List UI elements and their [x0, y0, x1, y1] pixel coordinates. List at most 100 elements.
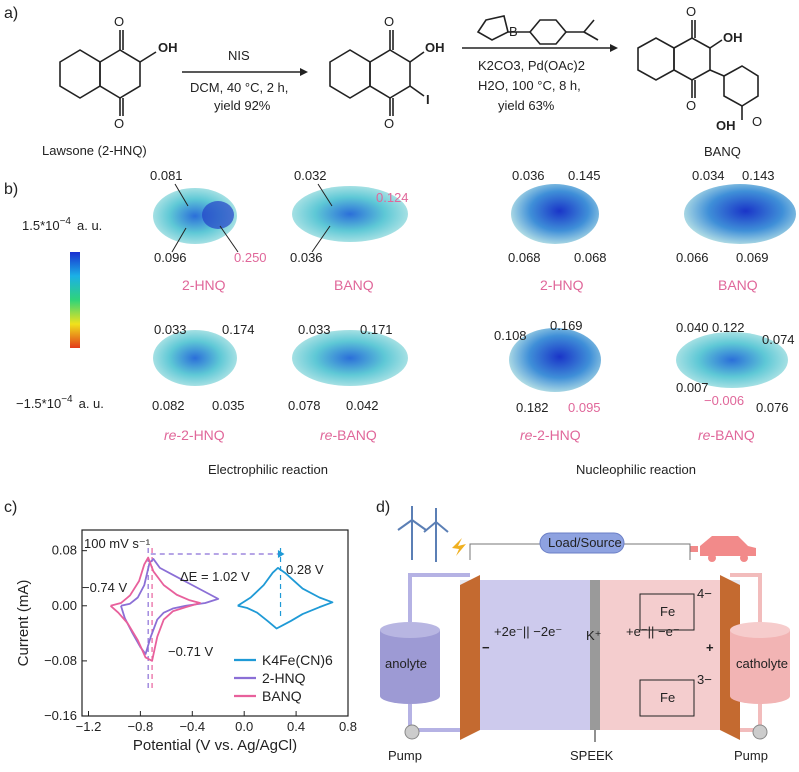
catholyte-pipe-top: [730, 573, 762, 622]
esp-map-banq-nucleophilic: 0.034 0.143 0.066 0.069 BANQ: [676, 168, 796, 293]
panel-d-letter: d): [376, 499, 390, 516]
ferrocyanide-complex: Fe 4−: [639, 586, 712, 631]
panel-a: a) O O OH Lawsone (2-HNQ) NIS DCM, 40 °C…: [4, 4, 762, 159]
peak-annotation-left: −0.74 V: [82, 580, 128, 595]
panel-c: c) −1.2 −0.8 −0.4 0.0 0.4 0.8 −0.16 −0.08 0.00 0.…: [4, 499, 357, 754]
anode-plate: [460, 575, 480, 740]
esp-value: 0.171: [360, 322, 393, 337]
series-line: [109, 556, 201, 662]
anolyte-tank: [380, 622, 440, 704]
esp-map-2hnq-nucleophilic: 0.036 0.145 0.068 0.068 2-HNQ: [508, 168, 607, 293]
esp-map-label: re-2-HNQ: [164, 427, 225, 443]
esp-value: 0.250: [234, 250, 267, 265]
step1-conditions: DCM, 40 °C, 2 h,: [190, 80, 288, 95]
step1-reagent: NIS: [228, 48, 250, 63]
legend-label: 2-HNQ: [262, 670, 306, 686]
color-scale: 1.5*10−4 a. u. −1.5*10−4 a. u.: [16, 216, 104, 411]
scan-rate-label: 100 mV s⁻¹: [84, 536, 151, 551]
esp-map-banq-electrophilic: 0.032 0.124 0.036 BANQ: [290, 168, 409, 293]
pump-icon: [752, 724, 768, 740]
electrophilic-caption: Electrophilic reaction: [208, 462, 328, 477]
esp-value: 0.032: [294, 168, 327, 183]
load-source-label: Load/Source: [548, 535, 622, 550]
x-tick-label: −0.4: [179, 719, 205, 734]
y-tick-label: −0.16: [44, 708, 77, 723]
esp-value: 0.182: [516, 400, 549, 415]
esp-value: 0.145: [568, 168, 601, 183]
atom-o: O: [384, 14, 394, 29]
lightning-icon: [452, 538, 466, 556]
nucleophilic-caption: Nucleophilic reaction: [576, 462, 696, 477]
esp-value: 0.040: [676, 320, 709, 335]
y-axis-label: Current (mA): [15, 580, 32, 667]
atom-b: B: [509, 24, 518, 39]
atom-oh: OH: [425, 40, 445, 55]
esp-value: 0.081: [150, 168, 183, 183]
esp-value: 0.169: [550, 318, 583, 333]
step2-conditions: H2O, 100 °C, 8 h,: [478, 78, 581, 93]
panel-d: d) Load/Source −: [376, 499, 790, 763]
esp-value: 0.007: [676, 380, 709, 395]
x-tick-label: −1.2: [76, 719, 102, 734]
pump-label-left: Pump: [388, 748, 422, 763]
anolyte-label: anolyte: [385, 656, 427, 671]
load-source-box: [539, 532, 625, 554]
color-scale-bar: [70, 252, 80, 348]
esp-map-label: BANQ: [334, 277, 374, 293]
esp-value: 0.033: [154, 322, 187, 337]
esp-value: 0.124: [376, 190, 409, 205]
atom-oh: OH: [723, 30, 743, 45]
plot-frame: [81, 529, 349, 717]
x-tick-label: −0.8: [128, 719, 154, 734]
banq-structure: O O OH O OH: [637, 4, 762, 133]
esp-value: 0.036: [290, 250, 323, 265]
x-axis-label: Potential (V vs. Ag/AgCl): [133, 737, 297, 754]
fe-label: Fe: [660, 690, 675, 705]
fe-label: Fe: [660, 604, 675, 619]
esp-map-label: 2-HNQ: [182, 277, 226, 293]
step1-yield: yield 92%: [214, 98, 271, 113]
delta-e-annotation: ΔE = 1.02 V: [180, 569, 250, 584]
legend-label: BANQ: [262, 688, 302, 704]
y-tick-label: 0.08: [52, 543, 77, 558]
wind-turbine-icon: [397, 506, 449, 562]
esp-map-label: BANQ: [718, 277, 758, 293]
esp-value: 0.078: [288, 398, 321, 413]
esp-value: 0.068: [574, 250, 607, 265]
esp-value: 0.068: [508, 250, 541, 265]
atom-i: I: [426, 92, 430, 107]
esp-map-label: re-BANQ: [698, 427, 755, 443]
esp-map-2hnq-electrophilic: 0.081 0.096 0.250 2-HNQ: [150, 168, 267, 293]
esp-value: 0.066: [676, 250, 709, 265]
right-reaction: +e⁻|| −e⁻: [626, 624, 680, 639]
car-icon: [690, 536, 756, 562]
panel-a-letter: a): [4, 5, 18, 22]
minus-sign: −: [482, 640, 490, 655]
esp-map-re-2hnq-electrophilic: 0.033 0.174 0.082 0.035 re-2-HNQ: [152, 322, 255, 443]
reactant-label: Lawsone (2-HNQ): [42, 143, 147, 158]
membrane: [590, 580, 600, 730]
step2-reagent: K2CO3, Pd(OAc)2: [478, 58, 585, 73]
step2-yield: yield 63%: [498, 98, 555, 113]
peak-annotation-right: 0.28 V: [286, 562, 324, 577]
scale-top-label: 1.5*10−4 a. u.: [22, 216, 102, 233]
esp-value: 0.174: [222, 322, 255, 337]
scale-bottom-label: −1.5*10−4 a. u.: [16, 394, 104, 411]
esp-value: 0.074: [762, 332, 795, 347]
pump-label-right: Pump: [734, 748, 768, 763]
lawsone-structure: O O OH: [59, 14, 178, 131]
atom-o: O: [686, 4, 696, 19]
atom-o: O: [686, 98, 696, 113]
x-tick-label: 0.4: [287, 719, 305, 734]
y-tick-label: 0.00: [52, 598, 77, 613]
esp-value: 0.143: [742, 168, 775, 183]
atom-o: O: [114, 116, 124, 131]
esp-value: 0.034: [692, 168, 725, 183]
atom-oh: OH: [716, 118, 736, 133]
esp-map-re-banq-electrophilic: 0.033 0.171 0.078 0.042 re-BANQ: [288, 322, 408, 443]
legend-label: K4Fe(CN)6: [262, 652, 333, 668]
catholyte-label: catholyte: [736, 656, 788, 671]
anolyte-pipe-top: [408, 573, 470, 622]
iodo-intermediate-structure: O O OH I: [329, 14, 445, 131]
anolyte-pipe-bottom: [408, 704, 460, 732]
